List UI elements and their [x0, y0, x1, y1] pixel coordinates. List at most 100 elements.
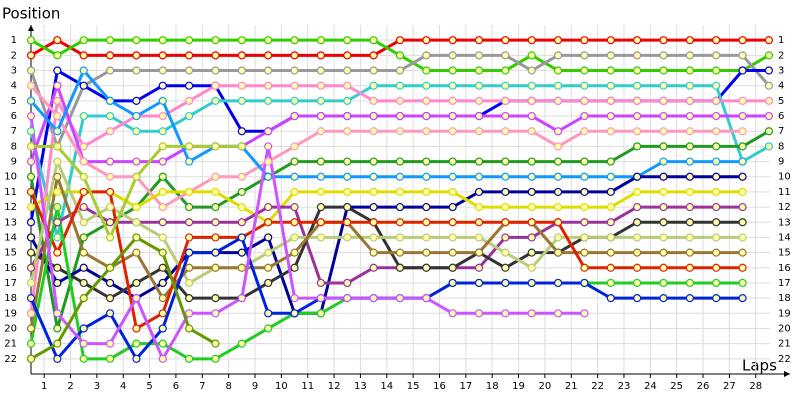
point — [185, 218, 194, 227]
point — [237, 233, 246, 242]
y-tick-label: 15 — [4, 248, 17, 259]
point — [501, 278, 510, 288]
x-tick-label: 8 — [225, 381, 231, 392]
point — [290, 111, 299, 121]
point — [712, 263, 721, 272]
point — [764, 66, 774, 75]
point — [553, 36, 563, 45]
point — [738, 127, 747, 136]
point — [659, 233, 668, 242]
point — [580, 233, 589, 242]
x-tick-label: 6 — [173, 381, 179, 392]
point — [79, 218, 88, 227]
point — [343, 96, 352, 105]
point — [553, 172, 563, 181]
point — [580, 157, 589, 166]
point — [26, 36, 36, 45]
point — [264, 309, 273, 318]
x-tick-label: 4 — [120, 381, 126, 392]
point — [237, 172, 246, 181]
point — [422, 36, 431, 45]
point — [369, 294, 378, 303]
x-tick-label: 5 — [146, 381, 152, 392]
point — [395, 96, 405, 105]
point — [26, 127, 36, 136]
point — [659, 218, 668, 227]
point — [474, 187, 484, 197]
point — [290, 202, 299, 212]
point — [685, 202, 694, 212]
point — [185, 96, 194, 105]
x-tick-label: 23 — [618, 381, 631, 392]
point — [685, 248, 694, 257]
point — [264, 36, 273, 45]
point — [53, 142, 62, 151]
point — [553, 81, 563, 90]
point — [685, 66, 694, 75]
point — [474, 278, 484, 288]
point — [185, 111, 194, 121]
point — [26, 81, 36, 90]
point — [422, 202, 431, 212]
point — [105, 218, 115, 227]
point — [474, 172, 484, 181]
point — [738, 278, 747, 288]
end-label: 7 — [778, 126, 784, 137]
point — [738, 96, 747, 105]
point — [685, 187, 694, 197]
point — [685, 278, 694, 288]
point — [290, 51, 299, 60]
point — [580, 96, 589, 105]
point — [422, 294, 431, 303]
point — [395, 157, 405, 166]
point — [343, 233, 352, 242]
point — [237, 127, 246, 136]
point — [158, 51, 167, 60]
point — [290, 142, 299, 151]
point — [474, 157, 484, 166]
point — [580, 172, 589, 181]
point — [26, 96, 36, 105]
point — [53, 354, 62, 363]
point — [158, 248, 167, 257]
point — [290, 309, 299, 318]
point — [53, 248, 62, 257]
point — [474, 51, 484, 60]
point — [448, 36, 457, 45]
point — [685, 51, 694, 60]
point — [211, 96, 220, 105]
point — [685, 36, 694, 45]
x-tick-label: 17 — [459, 381, 472, 392]
point — [290, 172, 299, 181]
point — [105, 233, 115, 242]
point — [53, 111, 62, 121]
series-line — [29, 115, 585, 361]
point — [448, 187, 457, 197]
point — [237, 202, 246, 212]
point — [290, 66, 299, 75]
point — [343, 187, 352, 197]
point — [343, 218, 352, 227]
point — [211, 339, 220, 348]
point — [53, 218, 62, 227]
point — [158, 233, 167, 242]
point — [132, 51, 141, 60]
point — [185, 202, 194, 212]
point — [422, 96, 431, 105]
axis-arrow — [784, 371, 790, 377]
point — [185, 248, 194, 257]
point — [738, 218, 747, 227]
point — [633, 233, 642, 242]
point — [237, 96, 246, 105]
point — [553, 96, 563, 105]
point — [606, 202, 615, 212]
point — [290, 248, 299, 257]
point — [712, 248, 721, 257]
point — [553, 127, 563, 136]
point — [132, 324, 141, 333]
point — [105, 294, 115, 303]
x-tick-label: 24 — [644, 381, 657, 392]
point — [501, 309, 510, 318]
point — [553, 278, 563, 288]
point — [738, 202, 747, 212]
